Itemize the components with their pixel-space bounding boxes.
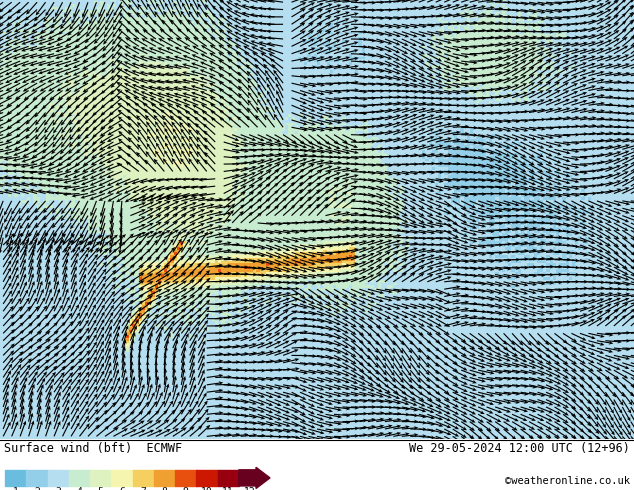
Bar	[90, 470, 112, 486]
Text: 7: 7	[140, 488, 146, 490]
Text: ©weatheronline.co.uk: ©weatheronline.co.uk	[505, 476, 630, 486]
Bar	[5, 470, 27, 486]
Text: Surface wind (bft)  ECMWF: Surface wind (bft) ECMWF	[4, 441, 182, 455]
Bar	[197, 470, 218, 486]
Text: 5: 5	[98, 488, 103, 490]
Bar	[133, 470, 154, 486]
Text: 6: 6	[119, 488, 125, 490]
Text: 10: 10	[201, 488, 213, 490]
Text: 9: 9	[183, 488, 188, 490]
Bar	[48, 470, 69, 486]
Bar	[26, 470, 48, 486]
Text: 3: 3	[55, 488, 61, 490]
Bar	[175, 470, 197, 486]
Text: 11: 11	[223, 488, 234, 490]
Text: 4: 4	[77, 488, 82, 490]
Text: 8: 8	[162, 488, 167, 490]
Text: 12: 12	[243, 488, 256, 490]
FancyArrow shape	[239, 467, 270, 489]
Bar	[154, 470, 175, 486]
Bar	[68, 470, 90, 486]
Bar	[111, 470, 133, 486]
Text: 1: 1	[13, 488, 18, 490]
Text: 2: 2	[34, 488, 40, 490]
Bar	[217, 470, 239, 486]
Text: We 29-05-2024 12:00 UTC (12+96): We 29-05-2024 12:00 UTC (12+96)	[409, 441, 630, 455]
